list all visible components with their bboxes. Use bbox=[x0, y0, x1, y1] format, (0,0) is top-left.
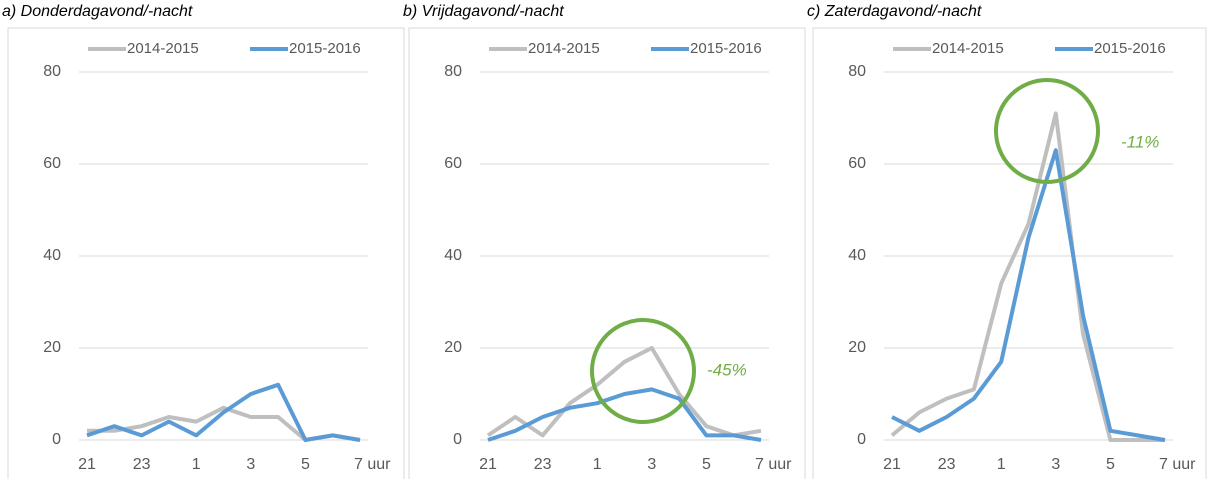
x-tick-label: 1 bbox=[593, 456, 602, 473]
legend-label: 2014-2015 bbox=[528, 40, 600, 57]
y-tick-label: 40 bbox=[444, 247, 462, 264]
legend-label: 2014-2015 bbox=[127, 40, 199, 57]
y-tick-label: 20 bbox=[848, 339, 866, 356]
y-tick-label: 80 bbox=[848, 63, 866, 80]
series-line bbox=[487, 387, 762, 442]
legend-label: 2014-2015 bbox=[932, 40, 1004, 57]
y-tick-label: 0 bbox=[453, 431, 462, 448]
x-tick-label: 21 bbox=[479, 456, 497, 473]
y-tick-label: 20 bbox=[444, 339, 462, 356]
highlight-circle bbox=[590, 318, 696, 424]
y-tick-label: 40 bbox=[43, 247, 61, 264]
x-tick-label: 23 bbox=[534, 456, 552, 473]
x-tick-label: 21 bbox=[78, 456, 96, 473]
y-tick-label: 60 bbox=[444, 155, 462, 172]
x-tick-label: 7 uur bbox=[354, 456, 391, 473]
chart-title: c) Zaterdagavond/-nacht bbox=[807, 3, 982, 20]
legend-label: 2015-2016 bbox=[690, 40, 762, 57]
x-tick-label: 5 bbox=[301, 456, 310, 473]
y-tick-label: 40 bbox=[848, 247, 866, 264]
x-tick-label: 7 uur bbox=[1159, 456, 1196, 473]
legend-label: 2015-2016 bbox=[1094, 40, 1166, 57]
panel-border bbox=[7, 27, 405, 479]
y-tick-label: 0 bbox=[857, 431, 866, 448]
y-tick-label: 80 bbox=[43, 63, 61, 80]
series-line bbox=[890, 111, 1165, 442]
legend-label: 2015-2016 bbox=[289, 40, 361, 57]
y-tick-label: 60 bbox=[848, 155, 866, 172]
x-tick-label: 5 bbox=[702, 456, 711, 473]
x-tick-label: 3 bbox=[246, 456, 255, 473]
x-tick-label: 21 bbox=[883, 456, 901, 473]
panel-border bbox=[408, 27, 806, 479]
panel-border bbox=[812, 27, 1207, 479]
annotation: -45% bbox=[707, 360, 747, 379]
y-tick-label: 0 bbox=[52, 431, 61, 448]
x-tick-label: 3 bbox=[1051, 456, 1060, 473]
x-tick-label: 1 bbox=[997, 456, 1006, 473]
series-line bbox=[486, 346, 762, 438]
x-tick-label: 23 bbox=[133, 456, 151, 473]
y-tick-label: 80 bbox=[444, 63, 462, 80]
chart-title: b) Vrijdagavond/-nacht bbox=[403, 3, 564, 20]
series-line bbox=[891, 148, 1166, 442]
annotation: -11% bbox=[1121, 132, 1159, 151]
x-tick-label: 7 uur bbox=[755, 456, 792, 473]
x-tick-label: 3 bbox=[647, 456, 656, 473]
y-tick-label: 20 bbox=[43, 339, 61, 356]
x-tick-label: 5 bbox=[1106, 456, 1115, 473]
highlight-circle bbox=[994, 78, 1100, 184]
x-tick-label: 1 bbox=[192, 456, 201, 473]
x-tick-label: 23 bbox=[938, 456, 956, 473]
series-line bbox=[86, 382, 361, 442]
chart-title: a) Donderdagavond/-nacht bbox=[2, 3, 193, 20]
y-tick-label: 60 bbox=[43, 155, 61, 172]
